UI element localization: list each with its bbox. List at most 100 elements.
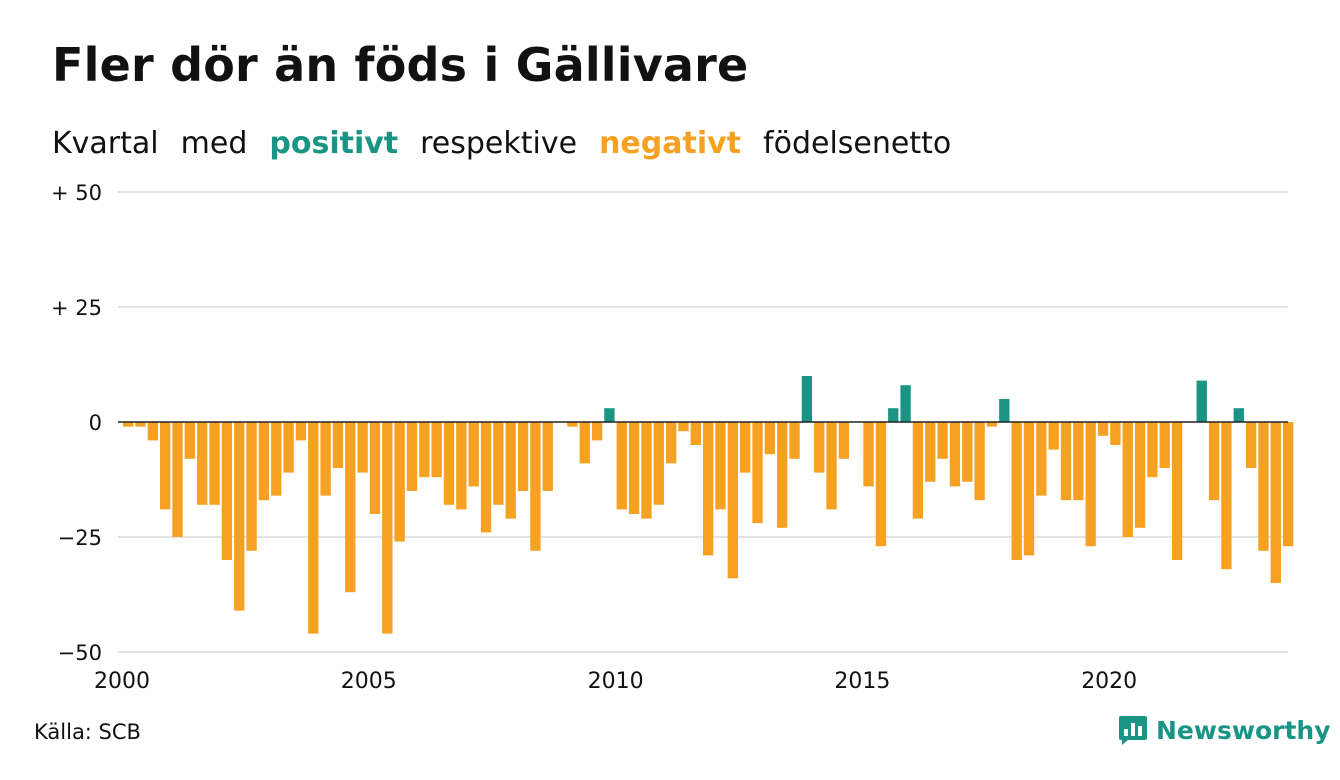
data-bar xyxy=(456,422,467,510)
data-bar xyxy=(246,422,257,551)
x-tick-label: 2000 xyxy=(94,669,150,694)
data-bar xyxy=(530,422,541,551)
subtitle-positive-word: positivt xyxy=(269,126,399,161)
subtitle-word: respektive xyxy=(420,126,578,161)
brand-logo: Newsworthy xyxy=(1118,714,1331,746)
data-bar xyxy=(591,422,603,441)
data-bar xyxy=(332,422,344,468)
data-bar xyxy=(320,422,331,496)
data-bar xyxy=(345,422,356,593)
data-bar xyxy=(1097,422,1109,436)
data-bar xyxy=(875,422,887,547)
data-bar xyxy=(678,422,689,432)
data-bar xyxy=(912,422,924,519)
subtitle-word: Kvartal xyxy=(52,126,159,161)
x-tick-label: 2020 xyxy=(1081,669,1137,694)
y-tick-label: −50 xyxy=(58,641,102,665)
x-tick-label: 2010 xyxy=(588,669,644,694)
data-bar xyxy=(752,422,763,524)
chart-title: Fler dör än föds i Gällivare xyxy=(52,38,749,92)
data-bar xyxy=(1036,422,1047,496)
data-bar xyxy=(542,422,553,491)
data-bar xyxy=(468,422,479,487)
data-bar xyxy=(1011,422,1022,560)
data-bar xyxy=(801,376,813,422)
data-bar xyxy=(197,422,208,505)
data-bar xyxy=(283,422,294,473)
data-bar xyxy=(789,422,800,459)
data-bar xyxy=(419,422,430,478)
data-bar xyxy=(234,422,245,611)
data-bar xyxy=(517,422,529,491)
data-bar xyxy=(357,422,368,473)
data-bar xyxy=(147,422,159,441)
data-bar xyxy=(1258,422,1269,551)
subtitle-word: födelsenetto xyxy=(763,126,952,161)
data-bar xyxy=(604,408,615,422)
data-bar xyxy=(665,422,677,464)
data-bar xyxy=(949,422,961,487)
data-bar xyxy=(974,422,985,501)
data-bar xyxy=(258,422,270,501)
data-bar xyxy=(1085,422,1096,547)
data-bar xyxy=(986,422,998,427)
chart-subtitle: Kvartal med positivt respektive negativt föde… xyxy=(52,126,973,161)
data-bar xyxy=(160,422,171,510)
data-bar xyxy=(653,422,664,505)
data-bar xyxy=(123,422,134,427)
data-bar xyxy=(616,422,627,510)
data-bar xyxy=(443,422,455,505)
y-tick-label: + 50 xyxy=(51,181,102,205)
data-bar xyxy=(271,422,282,496)
data-bar xyxy=(764,422,776,455)
data-bar xyxy=(369,422,381,514)
data-bar xyxy=(1060,422,1072,501)
data-bar xyxy=(888,408,899,422)
data-bar xyxy=(209,422,220,505)
data-bar xyxy=(295,422,307,441)
data-bar xyxy=(1282,422,1294,547)
data-bar xyxy=(777,422,788,528)
data-bar xyxy=(702,422,714,556)
data-bar xyxy=(308,422,319,634)
data-bar xyxy=(1208,422,1220,501)
data-bar xyxy=(567,422,578,427)
data-bar xyxy=(628,422,640,514)
data-bar xyxy=(740,422,751,473)
data-bar xyxy=(962,422,973,482)
data-bar xyxy=(1147,422,1158,478)
data-bar xyxy=(480,422,492,533)
data-bar xyxy=(1245,422,1257,468)
data-bar xyxy=(690,422,701,445)
brand-name: Newsworthy xyxy=(1156,715,1331,745)
data-bar xyxy=(394,422,405,542)
data-bar xyxy=(641,422,652,519)
data-bar xyxy=(172,422,183,537)
data-bar xyxy=(406,422,418,491)
data-bar xyxy=(826,422,837,510)
y-tick-label: + 25 xyxy=(51,296,102,320)
data-bar xyxy=(1233,408,1244,422)
subtitle-negative-word: negativt xyxy=(599,126,742,161)
data-bar xyxy=(135,422,146,427)
data-bar xyxy=(1048,422,1059,450)
data-bar xyxy=(925,422,936,482)
data-bar xyxy=(579,422,590,464)
bar-chart: + 50 + 25 0 −25 −50 2000 2005 2010 2015 2020 xyxy=(51,181,1294,694)
data-bar xyxy=(1122,422,1133,537)
data-bar xyxy=(999,399,1010,422)
data-bar xyxy=(1196,380,1207,422)
y-tick-label: −25 xyxy=(58,526,102,550)
data-bar xyxy=(1023,422,1035,556)
x-tick-label: 2005 xyxy=(341,669,397,694)
data-bar xyxy=(221,422,233,560)
data-bar xyxy=(1134,422,1146,528)
source-note: Källa: SCB xyxy=(34,720,141,744)
data-bar xyxy=(1073,422,1084,501)
data-bar xyxy=(1221,422,1232,570)
data-bar xyxy=(863,422,874,487)
data-bar xyxy=(493,422,504,505)
subtitle-word: med xyxy=(180,126,248,161)
data-bar xyxy=(1270,422,1281,583)
data-bar xyxy=(184,422,196,459)
